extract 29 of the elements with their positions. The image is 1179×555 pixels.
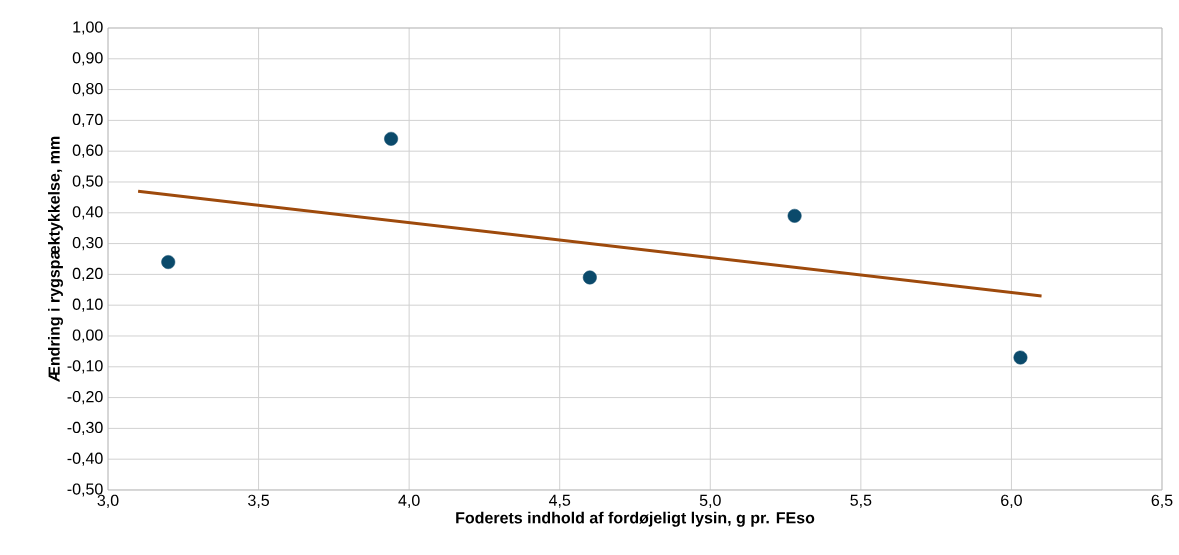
point (1013, 350, 1028, 365)
x-tick-label: 6,0 (1001, 494, 1022, 508)
x-tick-label: 5,5 (850, 494, 872, 508)
y-tick-label: 0,40 (72, 206, 103, 220)
point (582, 270, 597, 285)
x-axis-title: Foderets indhold af fordøjeligt lysin, g pr. FEso (456, 511, 815, 527)
y-tick-label: -0,20 (67, 390, 103, 405)
x-tick-label: 4,0 (398, 494, 420, 508)
y-tick-label: 0,10 (72, 298, 103, 312)
y-axis-title: Ændring i rygspæktykkelse, mm (48, 136, 63, 383)
y-tick-label: 0,20 (72, 267, 103, 281)
y-tick-label: 0,00 (72, 329, 103, 343)
y-tick-label: -0,30 (67, 421, 103, 435)
y-tick-label: 0,80 (72, 82, 103, 97)
x-tick-label: 5,0 (699, 494, 721, 508)
y-tick-label: 0,50 (72, 175, 103, 189)
y-tick-label: 0,60 (72, 144, 103, 158)
y-tick-label: -0,10 (67, 360, 103, 374)
x-tick-label: 4,5 (548, 494, 571, 508)
x-tick-label: 3,5 (248, 494, 270, 508)
y-tick-label: 1,00 (73, 21, 103, 35)
point (787, 208, 802, 223)
y-tick-label: 0,90 (72, 52, 103, 66)
x-tick-label: 6,5 (1151, 494, 1173, 508)
y-tick-label: 0,70 (72, 113, 103, 127)
y-tick-label: -0,40 (67, 452, 103, 466)
point (161, 255, 176, 269)
point (384, 131, 399, 146)
y-tick-label: 0,30 (72, 236, 103, 251)
